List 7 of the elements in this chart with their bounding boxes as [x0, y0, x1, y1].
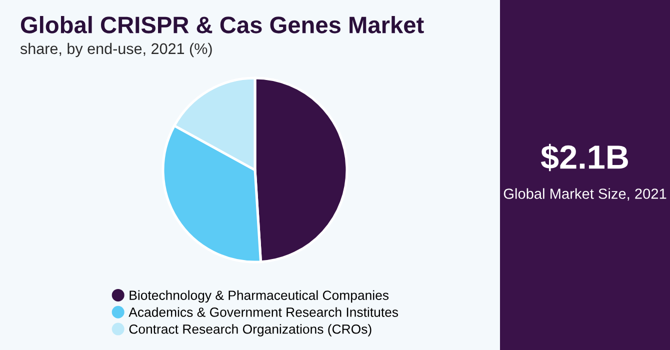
text: $2.1B: [540, 144, 628, 172]
legend-label: Academics & Government Research Institutes: [128, 307, 398, 317]
chart-subtitle: share, by end-use, 2021 (%): [20, 42, 212, 58]
text: Global Market Size, 2021: [504, 188, 666, 201]
legend-label: Contract Research Organizations (CROs): [129, 324, 372, 336]
chart-title: Global CRISPR & Cas Genes Market: [20, 16, 424, 34]
legend-label: Biotechnology & Pharmaceutical Companies: [130, 290, 389, 303]
